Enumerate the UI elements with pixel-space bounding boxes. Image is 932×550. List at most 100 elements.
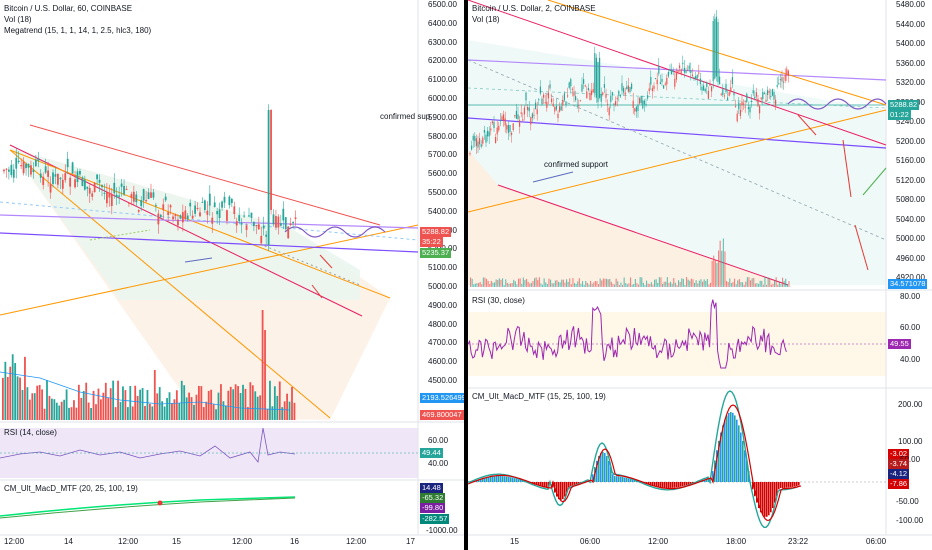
candle-body (741, 101, 743, 106)
volume-bar (202, 407, 205, 420)
trend-line-orange (0, 224, 419, 316)
price-tag: 5288.82 (420, 227, 452, 237)
candle-body (279, 223, 282, 226)
macd-hist-bar (610, 467, 612, 482)
left-chart-pane[interactable]: Bitcoin / U.S. Dollar, 60, COINBASE Vol … (0, 0, 464, 550)
candle-body (735, 106, 737, 108)
candle-body (595, 57, 597, 98)
volume-bar (506, 282, 508, 287)
price-tick: 5040.00 (896, 214, 925, 224)
macd-hist-bar (742, 440, 744, 482)
macd-hist-bar (650, 482, 652, 486)
candle-body (552, 103, 554, 107)
candle-body (653, 85, 655, 89)
candle-body (775, 99, 777, 106)
candle-body (531, 113, 533, 119)
countdown-tag: 01:22 (888, 110, 911, 120)
volume-bar (721, 250, 723, 287)
candle-body (17, 160, 20, 163)
volume-bar (778, 282, 780, 287)
candle-body (83, 179, 86, 190)
volume-bar (247, 407, 249, 420)
candle-body (579, 100, 581, 102)
volume-bar (623, 277, 625, 287)
macd-hist-bar (506, 476, 508, 482)
candle-body (204, 200, 206, 210)
candle-body (177, 219, 179, 226)
candle-body (262, 225, 265, 229)
price-tick: 5160.00 (896, 156, 925, 165)
volume-bar (266, 408, 269, 420)
volume-bar (546, 283, 548, 287)
volume-bar (481, 284, 483, 287)
price-tag: 5288.82 (888, 100, 920, 110)
volume-bar (68, 407, 70, 420)
candle-body (754, 96, 756, 99)
volume-bar (578, 278, 580, 287)
macd-hist-bar (504, 476, 506, 482)
macd-hist-bar (758, 482, 760, 509)
pane-divider[interactable] (464, 0, 468, 550)
macd-hist-bar (766, 482, 768, 517)
price-tick: 5320.00 (896, 78, 925, 87)
volume-bar (753, 277, 755, 287)
candle-body (619, 94, 621, 97)
candle-body (125, 189, 128, 191)
candle-body (784, 74, 786, 81)
macd-tick-200: 200.00 (898, 400, 923, 409)
volume-bar (109, 388, 112, 420)
volume-bar (540, 283, 542, 287)
volume-bar (205, 401, 208, 420)
candle-body (49, 183, 52, 193)
volume-bar (516, 284, 518, 287)
volume-bar (770, 284, 772, 287)
macd-hist-bar (732, 412, 734, 482)
candle-body (763, 93, 765, 95)
right-chart-pane[interactable]: Bitcoin / U.S. Dollar, 2, COINBASE Vol (… (468, 0, 932, 550)
macd-hist-bar (658, 482, 660, 488)
macd-hist-bar (480, 478, 482, 482)
right-chart-canvas[interactable] (468, 0, 932, 550)
volume-bar (31, 393, 34, 420)
annotation-confirmed-support: confirmed sup (380, 112, 431, 121)
macd-hist-bar (626, 477, 628, 482)
time-tick: 15 (172, 537, 181, 546)
macd-hist-bar (652, 482, 654, 486)
dashed-mid-line (0, 201, 419, 241)
candle-body (64, 173, 67, 181)
candle-body (621, 83, 623, 91)
volume-bar (610, 281, 612, 287)
volume-bar (494, 282, 496, 287)
price-tick: 5600.00 (428, 169, 457, 179)
volume-bar (585, 281, 587, 287)
volume-bar (195, 394, 198, 420)
macd-hist-bar (666, 482, 668, 488)
candle-body (639, 98, 641, 104)
candle-body (722, 89, 724, 96)
volume-bar (702, 281, 704, 287)
volume-bar (673, 277, 675, 287)
volume-bar (761, 280, 763, 287)
macd-hist-bar (760, 482, 762, 513)
candle-body (157, 213, 160, 225)
volume-bar (281, 407, 284, 420)
price-tick: 5200.00 (896, 136, 925, 146)
volume-bar (24, 356, 26, 420)
candle-body (712, 21, 714, 82)
rsi-title: RSI (30, close) (472, 296, 525, 305)
macd-hist-bar (676, 482, 678, 488)
left-chart-canvas[interactable] (0, 0, 464, 550)
volume-bar (737, 280, 739, 287)
macd-hist-bar (558, 482, 560, 500)
price-tick: 5240.00 (896, 117, 925, 126)
candle-body (682, 62, 684, 65)
candle-body (512, 123, 514, 130)
candle-body (533, 114, 535, 116)
candle-body (57, 173, 59, 185)
candle-body (547, 92, 549, 99)
macd-hist-bar (512, 477, 514, 482)
candle-body (250, 212, 253, 218)
volume-bar (786, 284, 788, 287)
macd-hist-bar (744, 450, 746, 482)
candle-body (155, 205, 157, 207)
